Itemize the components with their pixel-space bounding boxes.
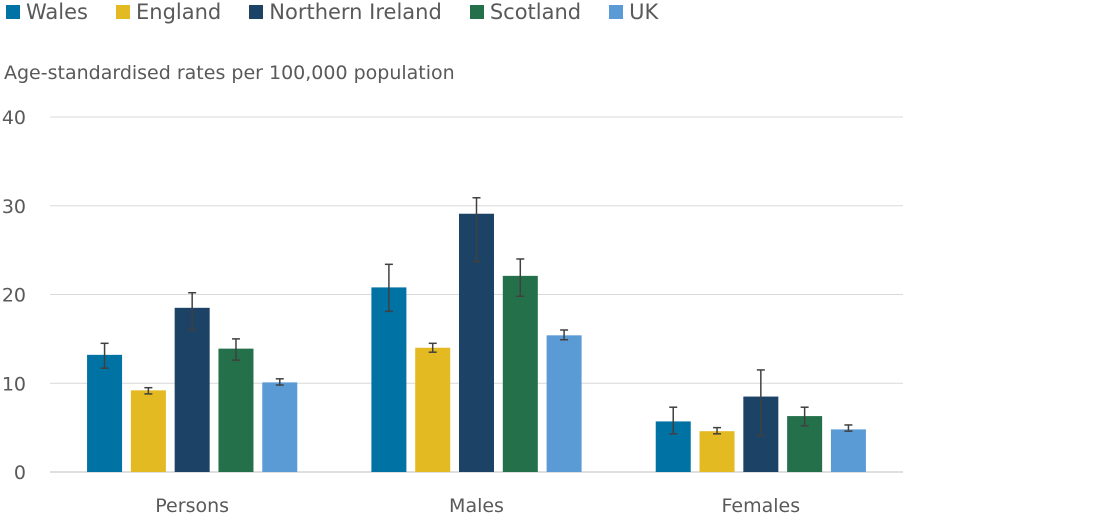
legend-item: Northern Ireland	[249, 0, 442, 24]
x-tick-label: Persons	[155, 495, 229, 517]
legend-label: UK	[629, 0, 659, 24]
bar-northern-ireland	[174, 307, 210, 472]
bar-uk	[830, 429, 866, 472]
legend-item: UK	[609, 0, 658, 24]
legend-swatch	[249, 5, 264, 19]
legend-label: Scotland	[489, 0, 582, 24]
y-tick-label: 10	[2, 373, 26, 395]
legend-label: England	[136, 0, 222, 24]
bar-england	[415, 347, 451, 472]
legend-item: England	[116, 0, 221, 24]
x-tick-label: Females	[722, 495, 801, 517]
bar-wales	[371, 287, 407, 472]
y-tick-label: 40	[2, 107, 26, 129]
x-tick-label: Males	[449, 495, 504, 517]
bar-wales	[87, 354, 123, 472]
y-tick-label: 0	[14, 462, 26, 484]
legend-swatch	[6, 5, 20, 19]
legend-item: Scotland	[469, 0, 582, 24]
bar-scotland	[218, 348, 254, 472]
bar-uk	[262, 382, 298, 472]
y-tick-label: 20	[2, 285, 26, 307]
bar-england	[699, 431, 735, 472]
legend-swatch	[116, 5, 130, 19]
y-tick-label: 30	[2, 196, 26, 218]
y-axis-label: Age-standardised rates per 100,000 popul…	[4, 62, 455, 84]
legend: Wales England Northern Ireland Scotland UK	[6, 0, 658, 24]
legend-item: Wales	[6, 0, 88, 24]
bar-scotland	[502, 275, 538, 472]
legend-label: Wales	[26, 0, 88, 24]
legend-swatch	[469, 5, 484, 19]
bar-england	[130, 390, 166, 472]
bar-uk	[546, 335, 582, 472]
legend-swatch	[609, 5, 624, 19]
legend-label: Northern Ireland	[269, 0, 442, 24]
